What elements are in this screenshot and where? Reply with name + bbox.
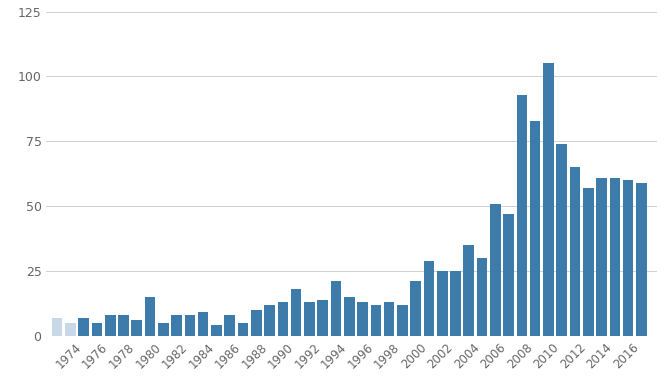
Bar xyxy=(570,167,580,336)
Bar xyxy=(317,300,328,336)
Bar xyxy=(490,203,501,336)
Bar xyxy=(92,323,102,336)
Bar xyxy=(278,302,288,336)
Bar xyxy=(211,325,222,336)
Bar xyxy=(357,302,368,336)
Bar xyxy=(105,315,116,336)
Bar xyxy=(384,302,394,336)
Bar xyxy=(530,120,540,336)
Bar xyxy=(224,315,235,336)
Bar xyxy=(118,315,129,336)
Bar xyxy=(145,297,155,336)
Bar xyxy=(331,281,341,336)
Bar xyxy=(397,305,408,336)
Bar xyxy=(556,144,567,336)
Bar xyxy=(517,95,527,336)
Bar xyxy=(424,261,434,336)
Bar xyxy=(158,323,169,336)
Bar xyxy=(450,271,461,336)
Bar xyxy=(171,315,182,336)
Bar xyxy=(78,318,89,336)
Bar xyxy=(623,180,633,336)
Bar xyxy=(185,315,195,336)
Bar xyxy=(65,323,76,336)
Bar xyxy=(238,323,248,336)
Bar xyxy=(477,258,487,336)
Bar xyxy=(503,214,514,336)
Bar xyxy=(291,289,301,336)
Bar xyxy=(610,178,620,336)
Bar xyxy=(131,320,142,336)
Bar xyxy=(371,305,381,336)
Bar xyxy=(543,63,554,336)
Bar xyxy=(596,178,607,336)
Bar xyxy=(304,302,315,336)
Bar xyxy=(410,281,421,336)
Bar xyxy=(636,183,647,336)
Bar xyxy=(463,245,474,336)
Bar xyxy=(344,297,355,336)
Bar xyxy=(437,271,448,336)
Bar xyxy=(52,318,62,336)
Bar xyxy=(264,305,275,336)
Bar xyxy=(583,188,594,336)
Bar xyxy=(198,313,208,336)
Bar xyxy=(251,310,262,336)
